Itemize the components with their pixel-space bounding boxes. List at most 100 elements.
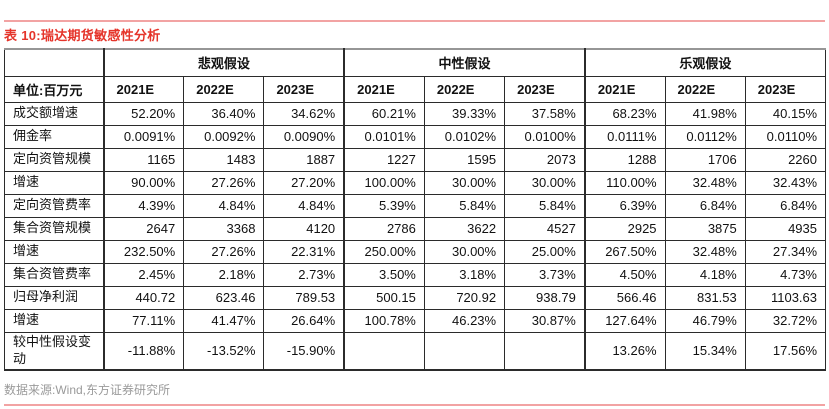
data-cell: 3.73% bbox=[504, 262, 586, 287]
data-cell: 2.73% bbox=[263, 262, 345, 287]
group-header-pessimistic: 悲观假设 bbox=[102, 48, 345, 77]
data-cell: 1706 bbox=[664, 147, 746, 172]
data-cell: 2073 bbox=[504, 147, 586, 172]
data-cell: 0.0101% bbox=[343, 124, 425, 149]
year-header: 2023E bbox=[744, 75, 827, 103]
data-cell bbox=[504, 331, 586, 371]
data-cell: -15.90% bbox=[263, 331, 345, 371]
data-cell: 938.79 bbox=[504, 285, 586, 310]
data-cell: 110.00% bbox=[583, 170, 666, 195]
data-cell: 1595 bbox=[423, 147, 506, 172]
year-header: 2021E bbox=[343, 75, 425, 103]
data-cell: 0.0100% bbox=[504, 124, 586, 149]
data-source: 数据来源:Wind,东方证券研究所 bbox=[4, 383, 171, 397]
data-cell: 0.0112% bbox=[664, 124, 746, 149]
data-cell: 720.92 bbox=[423, 285, 506, 310]
data-cell: 4527 bbox=[504, 216, 586, 241]
table-row: 较中性假设变动 -11.88% -13.52% -15.90% 13.26% 15.34%… bbox=[4, 331, 827, 371]
top-rule bbox=[4, 20, 825, 22]
data-cell: 30.87% bbox=[504, 308, 586, 333]
data-cell: 46.23% bbox=[423, 308, 506, 333]
data-cell: 3.18% bbox=[423, 262, 506, 287]
data-cell: 4.18% bbox=[664, 262, 746, 287]
data-cell: 6.84% bbox=[664, 193, 746, 218]
data-cell: 27.20% bbox=[263, 170, 345, 195]
data-cell: 32.48% bbox=[664, 170, 746, 195]
data-cell: 27.26% bbox=[183, 239, 265, 264]
data-cell: 3368 bbox=[183, 216, 265, 241]
year-header: 2022E bbox=[183, 75, 265, 103]
data-cell: 6.84% bbox=[744, 193, 827, 218]
data-cell: 2647 bbox=[102, 216, 185, 241]
year-header: 2023E bbox=[263, 75, 345, 103]
row-label: 增速 bbox=[4, 308, 104, 333]
data-cell: 4935 bbox=[744, 216, 827, 241]
data-cell: 4.84% bbox=[263, 193, 345, 218]
year-header: 2023E bbox=[504, 75, 586, 103]
data-cell: 4.84% bbox=[183, 193, 265, 218]
row-label: 归母净利润 bbox=[4, 285, 104, 310]
year-header-row: 单位:百万元 2021E 2022E 2023E 2021E 2022E 202… bbox=[4, 75, 827, 103]
table-row: 增速 77.11% 41.47% 26.64% 100.78% 46.23% 30.87% 1… bbox=[4, 308, 827, 333]
data-cell: 77.11% bbox=[102, 308, 185, 333]
row-label: 成交额增速 bbox=[4, 101, 104, 126]
year-header: 2022E bbox=[423, 75, 506, 103]
table-body: 成交额增速 52.20% 36.40% 34.62% 60.21% 39.33% 37.58… bbox=[4, 101, 827, 371]
data-cell: -13.52% bbox=[183, 331, 265, 371]
corner-cell bbox=[4, 48, 104, 77]
data-cell: 267.50% bbox=[583, 239, 666, 264]
data-cell: 5.84% bbox=[423, 193, 506, 218]
data-cell: 1288 bbox=[583, 147, 666, 172]
data-cell: 34.62% bbox=[263, 101, 345, 126]
data-cell: 250.00% bbox=[343, 239, 425, 264]
data-cell: 0.0091% bbox=[102, 124, 185, 149]
data-cell: 2925 bbox=[583, 216, 666, 241]
table-row: 定向资管规模 1165 1483 1887 1227 1595 2073 1288 1706 22… bbox=[4, 147, 827, 172]
data-cell: 27.34% bbox=[744, 239, 827, 264]
data-cell: 6.39% bbox=[583, 193, 666, 218]
data-cell: 37.58% bbox=[504, 101, 586, 126]
data-cell: 90.00% bbox=[102, 170, 185, 195]
sensitivity-table: 悲观假设 中性假设 乐观假设 单位:百万元 2021E 2022E 2023E … bbox=[4, 48, 827, 371]
table-row: 佣金率 0.0091% 0.0092% 0.0090% 0.0101% 0.0102% 0.… bbox=[4, 124, 827, 149]
data-cell: 127.64% bbox=[583, 308, 666, 333]
data-cell: 1483 bbox=[183, 147, 265, 172]
data-cell: 2.18% bbox=[183, 262, 265, 287]
data-cell: 5.84% bbox=[504, 193, 586, 218]
data-cell: 1887 bbox=[263, 147, 345, 172]
table-row: 定向资管费率 4.39% 4.84% 4.84% 5.39% 5.84% 5.84% 6.39… bbox=[4, 193, 827, 218]
data-cell: 25.00% bbox=[504, 239, 586, 264]
data-cell: 789.53 bbox=[263, 285, 345, 310]
data-cell: 32.72% bbox=[744, 308, 827, 333]
data-cell: 5.39% bbox=[343, 193, 425, 218]
data-cell: 0.0090% bbox=[263, 124, 345, 149]
data-cell: 440.72 bbox=[102, 285, 185, 310]
data-cell bbox=[423, 331, 506, 371]
data-cell: 26.64% bbox=[263, 308, 345, 333]
year-header: 2021E bbox=[102, 75, 185, 103]
data-cell: 623.46 bbox=[183, 285, 265, 310]
data-cell: 32.48% bbox=[664, 239, 746, 264]
data-cell: 30.00% bbox=[423, 239, 506, 264]
data-cell: 40.15% bbox=[744, 101, 827, 126]
row-label: 集合资管费率 bbox=[4, 262, 104, 287]
data-cell: 0.0092% bbox=[183, 124, 265, 149]
row-label: 佣金率 bbox=[4, 124, 104, 149]
data-cell: 566.46 bbox=[583, 285, 666, 310]
data-cell: 500.15 bbox=[343, 285, 425, 310]
data-cell: 3.50% bbox=[343, 262, 425, 287]
data-cell: 232.50% bbox=[102, 239, 185, 264]
data-cell: 4.50% bbox=[583, 262, 666, 287]
data-cell: 4.73% bbox=[744, 262, 827, 287]
row-label: 较中性假设变动 bbox=[4, 331, 104, 371]
data-cell: 39.33% bbox=[423, 101, 506, 126]
group-header-neutral: 中性假设 bbox=[343, 48, 586, 77]
data-cell: 27.26% bbox=[183, 170, 265, 195]
table-row: 增速 232.50% 27.26% 22.31% 250.00% 30.00% 25.00%… bbox=[4, 239, 827, 264]
data-cell: 4120 bbox=[263, 216, 345, 241]
data-cell: 41.98% bbox=[664, 101, 746, 126]
data-cell: 15.34% bbox=[664, 331, 746, 371]
data-cell: 3622 bbox=[423, 216, 506, 241]
table-row: 集合资管费率 2.45% 2.18% 2.73% 3.50% 3.18% 3.73% 4.50… bbox=[4, 262, 827, 287]
